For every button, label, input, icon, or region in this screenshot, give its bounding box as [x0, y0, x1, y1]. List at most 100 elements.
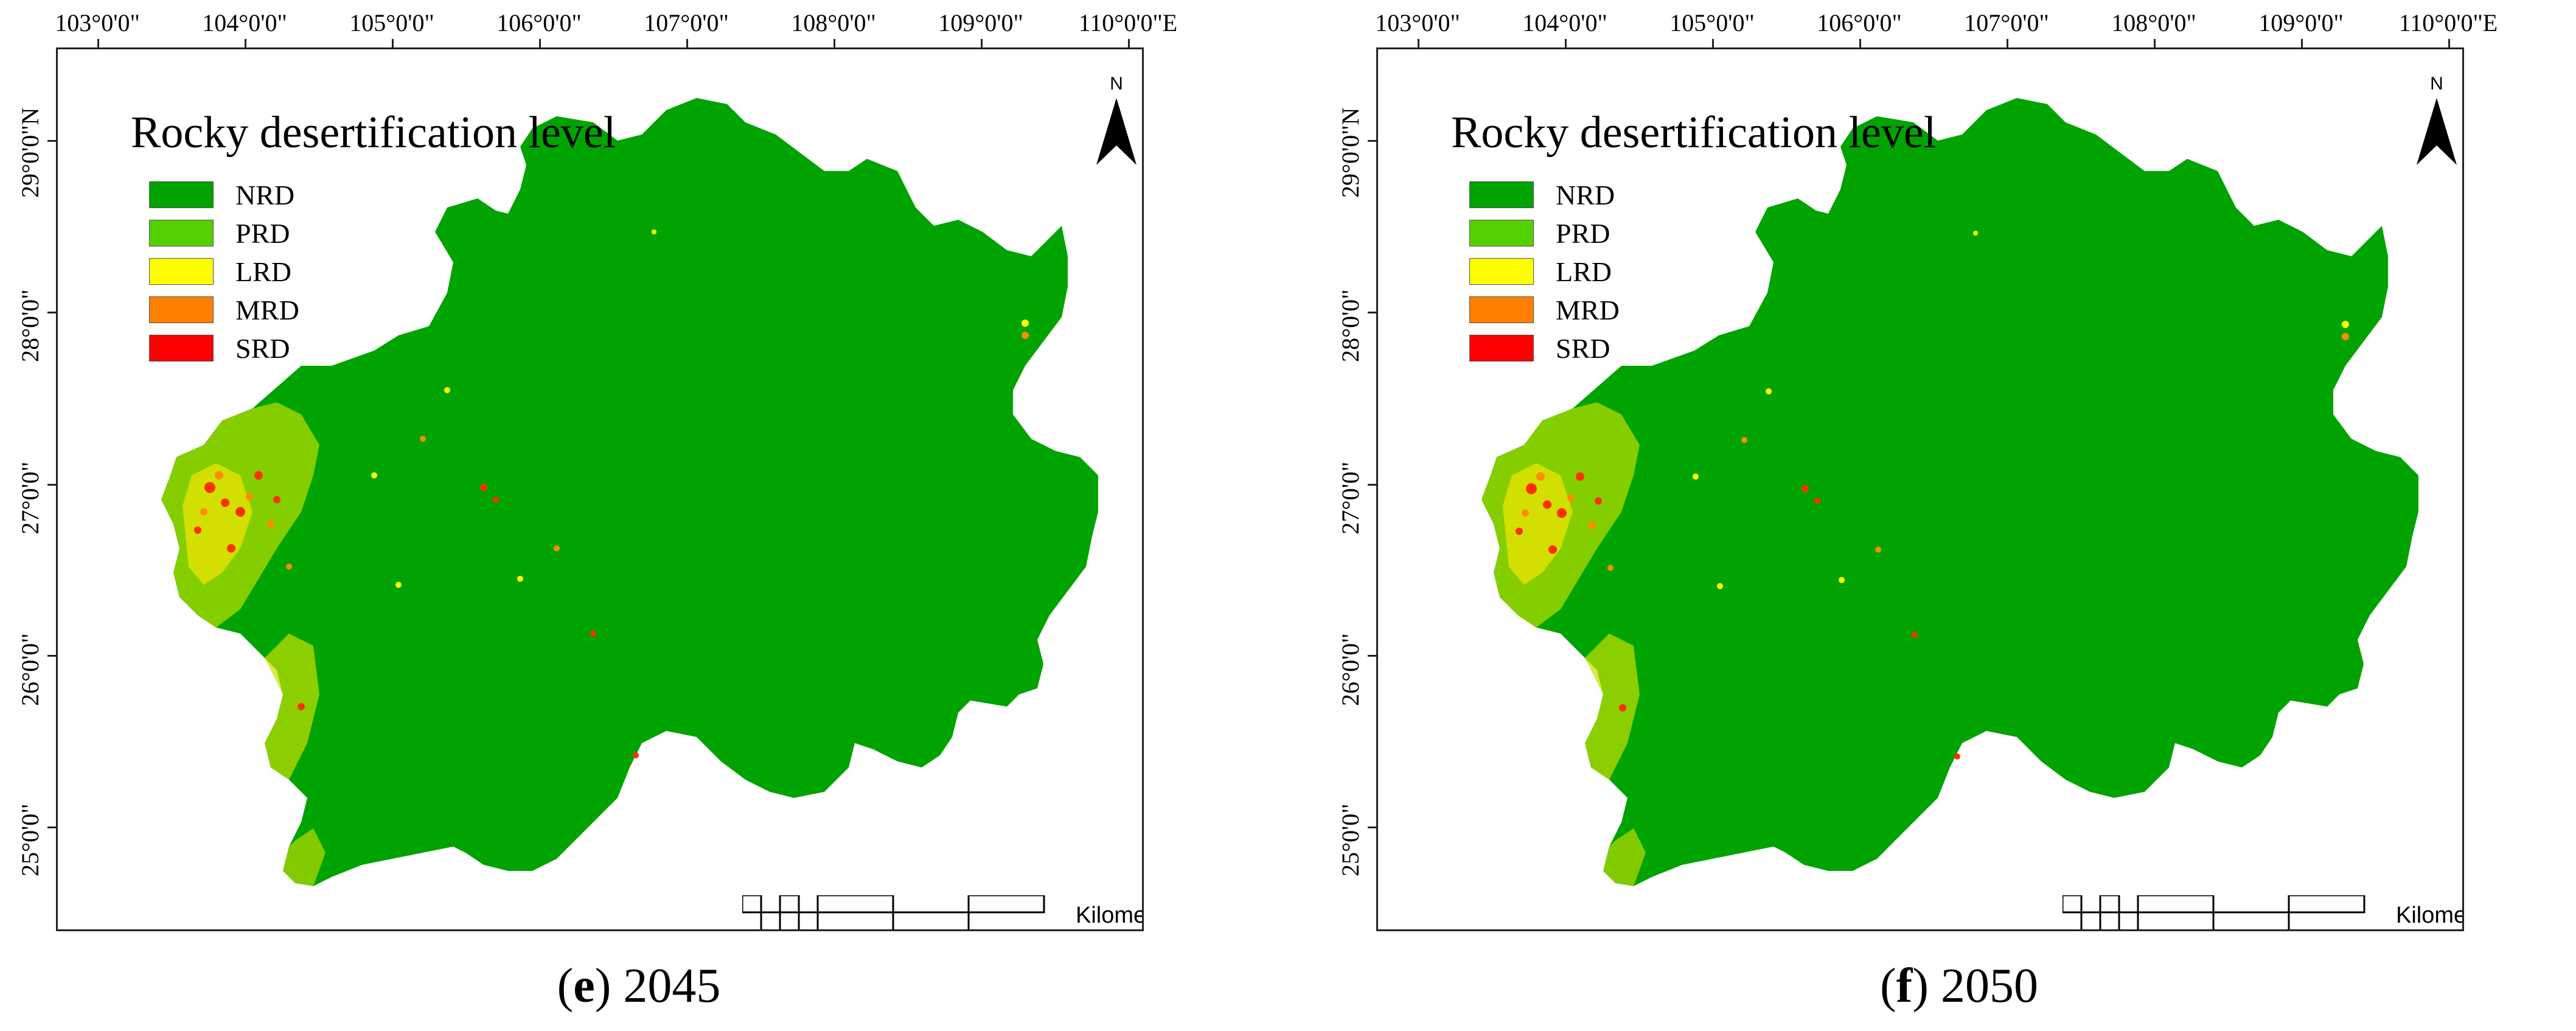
legend-item-prd: PRD	[1469, 217, 1610, 249]
tick	[1368, 827, 1376, 828]
lon-label: 107°0'0"	[644, 9, 729, 37]
lon-label: 109°0'0"	[2258, 9, 2344, 37]
legend-item-nrd: NRD	[1469, 180, 1615, 211]
tick	[1712, 39, 1714, 47]
light-rd-area	[1603, 828, 1646, 886]
tick	[1368, 140, 1376, 142]
legend-label: LRD	[1556, 256, 1612, 287]
tick	[47, 312, 56, 313]
legend-swatch	[1469, 296, 1534, 323]
legend-item-srd: SRD	[1469, 332, 1610, 364]
legend-swatch	[149, 335, 214, 362]
tick	[1565, 39, 1567, 47]
north-label: N	[1110, 74, 1123, 94]
legend-item-prd: PRD	[149, 217, 290, 249]
legend-title: Rocky desertification level	[131, 108, 616, 158]
tick	[2301, 39, 2303, 47]
region-map	[161, 98, 1098, 886]
caption-year: 2045	[623, 959, 721, 1013]
tick	[834, 39, 835, 47]
tick	[1128, 39, 1130, 47]
tick	[539, 39, 541, 47]
tick	[2448, 39, 2450, 47]
legend-label: SRD	[235, 332, 290, 364]
north-arrow-icon: N	[1095, 74, 1138, 195]
legend-label: NRD	[235, 179, 295, 211]
region-map	[1481, 98, 2418, 886]
region-shape	[161, 98, 1098, 886]
legend-item-lrd: LRD	[149, 256, 291, 287]
light-rd-area	[183, 463, 252, 585]
map-panel-f: 103°0'0" 104°0'0" 105°0'0" 106°0'0" 107°…	[1332, 0, 2576, 1031]
moderate-rd-speckles	[200, 332, 1029, 570]
panel-caption: (f) 2050	[1880, 959, 2038, 1013]
lon-label: 104°0'0"	[202, 9, 287, 37]
tick	[47, 655, 56, 657]
light-rd-area	[1503, 463, 1573, 585]
tick	[47, 484, 56, 486]
legend-swatch	[1469, 181, 1534, 208]
lat-label: 26°0'0"	[16, 633, 44, 706]
tick	[392, 39, 394, 47]
lon-label: 110°0'0"E	[2398, 9, 2498, 37]
legend-label: PRD	[1556, 217, 1610, 249]
light-rd-speckles	[371, 229, 1029, 588]
light-rd-area	[265, 634, 319, 780]
map-frame: Rocky desertification level NRD PRD LRD …	[56, 47, 1144, 931]
legend-swatch	[149, 220, 214, 246]
scale-unit: Kilometers	[2396, 903, 2462, 928]
severe-rd-speckles	[194, 471, 639, 758]
light-rd-speckles	[1693, 231, 2349, 589]
light-rd-area	[1585, 634, 1640, 780]
legend-label: PRD	[235, 217, 290, 249]
lon-label: 107°0'0"	[1964, 9, 2049, 37]
tick	[97, 39, 99, 47]
lat-label: 29°0'0"N	[16, 107, 44, 198]
legend-item-lrd: LRD	[1469, 256, 1612, 287]
lat-label: 26°0'0"	[1337, 633, 1364, 706]
legend-label: MRD	[1556, 294, 1620, 326]
tick	[1859, 39, 1861, 47]
tick	[1418, 39, 1419, 47]
lon-label: 104°0'0"	[1522, 9, 1607, 37]
lon-label: 103°0'0"	[55, 9, 140, 37]
lat-label: 28°0'0"	[1337, 289, 1364, 362]
legend-label: LRD	[235, 256, 291, 287]
lon-label: 106°0'0"	[496, 9, 582, 37]
north-arrow-icon: N	[2415, 74, 2458, 195]
legend-item-srd: SRD	[149, 332, 290, 364]
legend-item-mrd: MRD	[1469, 294, 1620, 326]
legend-swatch	[1469, 335, 1534, 362]
lat-label: 29°0'0"N	[1337, 107, 1364, 198]
scale-bar: 0 25 50 100 150 200 Kilometers	[742, 895, 1142, 929]
scale-unit: Kilometers	[1076, 903, 1142, 928]
lat-label: 25°0'0"	[16, 803, 44, 876]
tick	[981, 39, 983, 47]
severe-rd-speckles	[1516, 472, 1960, 760]
lat-label: 27°0'0"	[16, 461, 44, 534]
tick	[245, 39, 246, 47]
lat-label: 25°0'0"	[1337, 803, 1364, 876]
map-frame: Rocky desertification level NRD PRD LRD …	[1376, 47, 2464, 931]
caption-year: 2050	[1940, 959, 2038, 1013]
legend-item-mrd: MRD	[149, 295, 299, 326]
map-panel-e: 103°0'0" 104°0'0" 105°0'0" 106°0'0" 107°…	[12, 0, 1265, 1031]
lon-label: 108°0'0"	[2111, 9, 2196, 37]
legend-label: SRD	[1556, 332, 1610, 364]
lon-label: 103°0'0"	[1375, 9, 1460, 37]
lon-label: 108°0'0"	[791, 9, 876, 37]
tick	[1368, 312, 1376, 313]
lon-label: 110°0'0"E	[1078, 9, 1178, 37]
legend-item-nrd: NRD	[149, 179, 295, 211]
caption-letter: f	[1896, 959, 1913, 1013]
panel-caption: (e) 2045	[557, 959, 721, 1013]
region-shape	[1481, 98, 2418, 886]
lon-label: 106°0'0"	[1817, 9, 1902, 37]
legend-swatch	[1469, 258, 1534, 285]
legend-swatch	[149, 296, 214, 323]
lon-label: 109°0'0"	[938, 9, 1023, 37]
tick	[47, 140, 56, 142]
tick	[2154, 39, 2156, 47]
lat-label: 27°0'0"	[1337, 461, 1364, 534]
legend-title: Rocky desertification level	[1451, 108, 1937, 158]
